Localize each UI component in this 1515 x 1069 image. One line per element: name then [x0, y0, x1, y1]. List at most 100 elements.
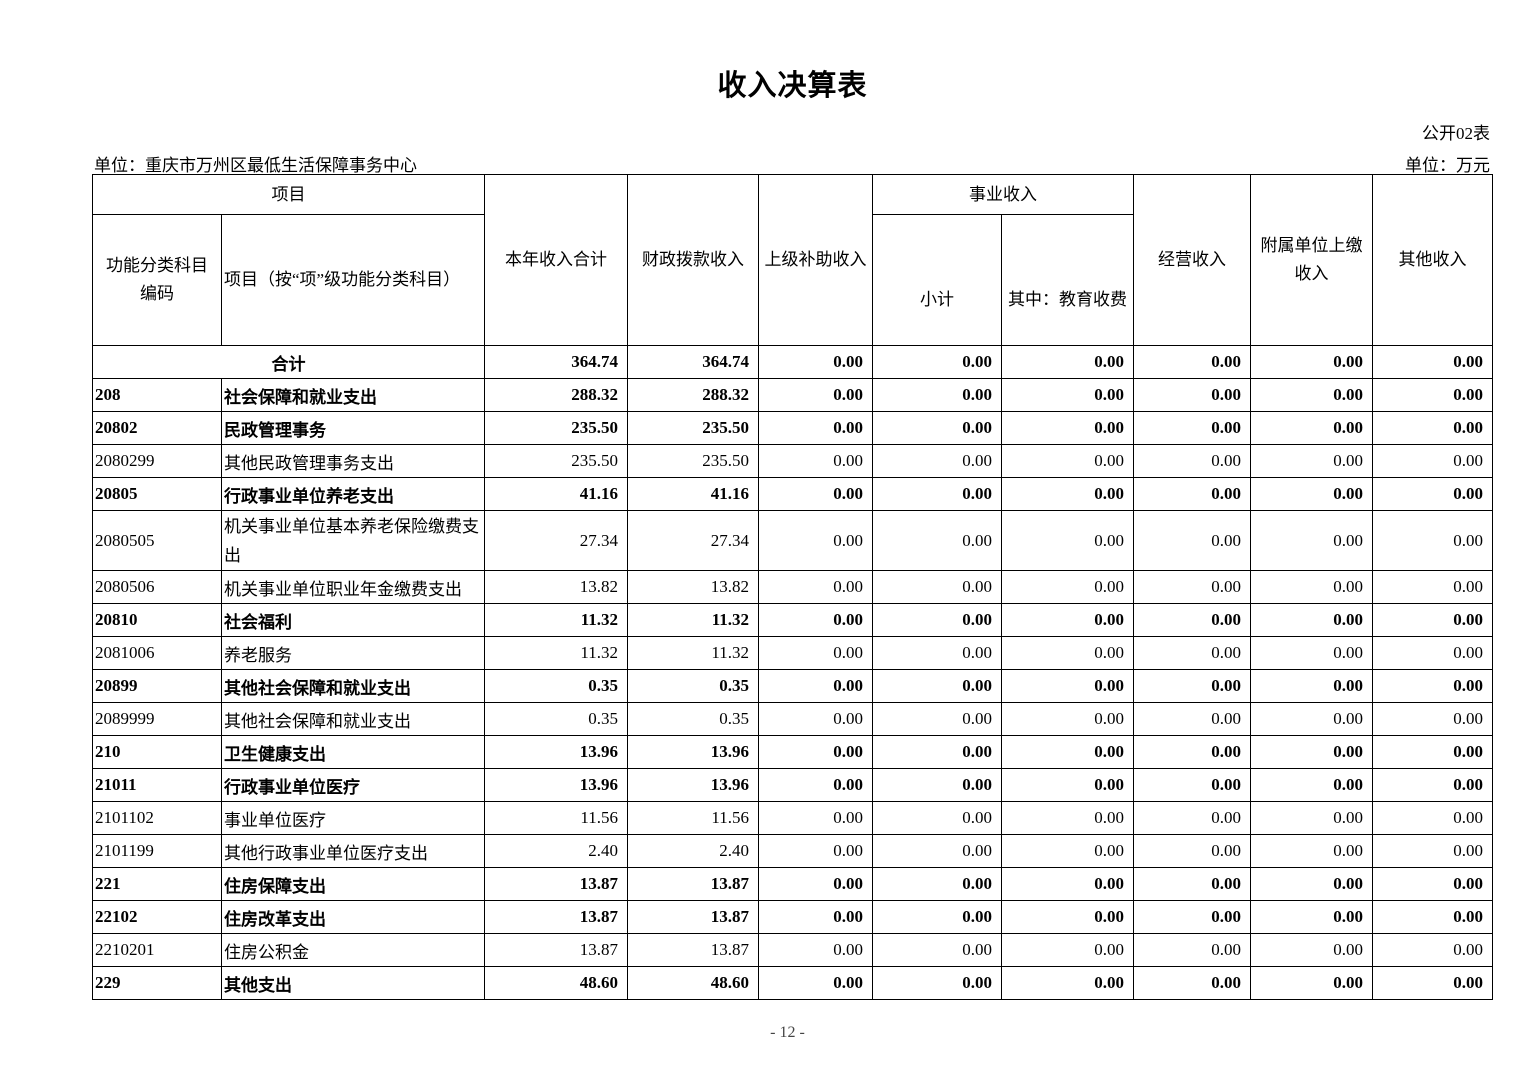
row-value: 235.50 — [627, 411, 759, 445]
row-code: 2080299 — [92, 444, 222, 478]
row-value: 0.00 — [1133, 636, 1251, 670]
row-value: 0.00 — [1372, 900, 1493, 934]
row-value: 0.00 — [1250, 444, 1373, 478]
row-value: 41.16 — [484, 477, 628, 511]
table-row: 2101199 其他行政事业单位医疗支出 2.40 2.40 0.00 0.00 0.00 0… — [92, 834, 1493, 868]
table-row: 2080505 机关事业单位基本养老保险缴费支出 27.34 27.34 0.00 0.0… — [92, 510, 1493, 571]
row-value: 0.00 — [1133, 801, 1251, 835]
row-value: 0.00 — [1372, 702, 1493, 736]
header-total-income: 本年收入合计 — [484, 174, 628, 346]
row-value: 0.00 — [1133, 933, 1251, 967]
row-value: 11.56 — [484, 801, 628, 835]
row-value: 0.00 — [758, 702, 873, 736]
row-value: 0.00 — [1001, 801, 1134, 835]
row-value: 0.00 — [758, 444, 873, 478]
row-code: 22102 — [92, 900, 222, 934]
row-value: 0.00 — [1001, 378, 1134, 412]
row-value: 0.00 — [1001, 444, 1134, 478]
row-value: 0.00 — [1250, 378, 1373, 412]
row-value: 0.00 — [1372, 477, 1493, 511]
row-value: 0.35 — [484, 702, 628, 736]
table-row: 208 社会保障和就业支出 288.32 288.32 0.00 0.00 0.00 0.00… — [92, 378, 1493, 412]
row-value: 0.00 — [1372, 867, 1493, 901]
row-value: 0.00 — [1133, 900, 1251, 934]
row-value: 48.60 — [484, 966, 628, 1000]
row-value: 0.00 — [872, 510, 1002, 571]
row-value: 0.00 — [1001, 834, 1134, 868]
header-superior-subsidy: 上级补助收入 — [758, 174, 873, 346]
header-affiliated: 附属单位上缴收入 — [1250, 174, 1373, 346]
row-name: 其他行政事业单位医疗支出 — [221, 834, 485, 868]
row-value: 13.96 — [484, 735, 628, 769]
row-value: 0.00 — [1250, 411, 1373, 445]
row-code: 2080505 — [92, 510, 222, 571]
row-value: 0.00 — [1372, 933, 1493, 967]
row-value: 13.82 — [627, 570, 759, 604]
row-value: 0.00 — [1001, 411, 1134, 445]
header-code: 功能分类科目编码 — [92, 214, 222, 346]
row-value: 0.00 — [1133, 444, 1251, 478]
row-code: 2101199 — [92, 834, 222, 868]
header-business-income: 事业收入 — [872, 174, 1134, 215]
total-value: 0.00 — [872, 345, 1002, 379]
row-name: 其他社会保障和就业支出 — [221, 702, 485, 736]
row-value: 0.00 — [872, 834, 1002, 868]
row-name: 卫生健康支出 — [221, 735, 485, 769]
row-value: 0.00 — [1001, 735, 1134, 769]
row-name: 住房改革支出 — [221, 900, 485, 934]
table-row: 20810 社会福利 11.32 11.32 0.00 0.00 0.00 0.00 0.00 0… — [92, 603, 1493, 637]
row-value: 13.87 — [484, 900, 628, 934]
row-value: 0.00 — [1250, 900, 1373, 934]
row-name: 行政事业单位医疗 — [221, 768, 485, 802]
row-code: 2089999 — [92, 702, 222, 736]
row-value: 0.00 — [872, 570, 1002, 604]
row-value: 0.00 — [1001, 477, 1134, 511]
row-value: 0.00 — [1001, 570, 1134, 604]
row-value: 0.00 — [1001, 636, 1134, 670]
row-value: 235.50 — [627, 444, 759, 478]
row-value: 11.32 — [627, 636, 759, 670]
row-value: 0.00 — [872, 735, 1002, 769]
row-value: 13.96 — [627, 768, 759, 802]
row-value: 11.32 — [484, 636, 628, 670]
row-value: 0.00 — [1250, 735, 1373, 769]
row-value: 0.00 — [1372, 669, 1493, 703]
table-row: 20899 其他社会保障和就业支出 0.35 0.35 0.00 0.00 0.00 0.00… — [92, 669, 1493, 703]
header-project: 项目 — [92, 174, 485, 215]
row-value: 0.00 — [1250, 570, 1373, 604]
row-name: 其他支出 — [221, 966, 485, 1000]
row-value: 235.50 — [484, 444, 628, 478]
row-value: 0.00 — [872, 966, 1002, 1000]
row-value: 11.32 — [627, 603, 759, 637]
row-value: 0.00 — [872, 933, 1002, 967]
income-table: 项目 本年收入合计 财政拨款收入 上级补助收入 事业收入 经营收入 附属单位上缴… — [92, 174, 1493, 1000]
header-subtotal: 小计 — [872, 214, 1002, 346]
row-value: 0.00 — [758, 900, 873, 934]
row-value: 0.00 — [1001, 603, 1134, 637]
form-number: 公开02表 — [1422, 124, 1490, 143]
row-value: 41.16 — [627, 477, 759, 511]
row-code: 20899 — [92, 669, 222, 703]
row-value: 0.00 — [872, 900, 1002, 934]
row-code: 229 — [92, 966, 222, 1000]
row-value: 0.00 — [872, 702, 1002, 736]
row-value: 0.00 — [1133, 768, 1251, 802]
row-code: 2210201 — [92, 933, 222, 967]
row-value: 0.00 — [872, 768, 1002, 802]
total-value: 0.00 — [758, 345, 873, 379]
row-value: 235.50 — [484, 411, 628, 445]
row-value: 0.00 — [1133, 669, 1251, 703]
table-row: 2080299 其他民政管理事务支出 235.50 235.50 0.00 0.00 0.0… — [92, 444, 1493, 478]
page-title: 收入决算表 — [717, 70, 868, 102]
row-name: 机关事业单位基本养老保险缴费支出 — [221, 510, 485, 571]
row-value: 0.00 — [1133, 570, 1251, 604]
row-name: 行政事业单位养老支出 — [221, 477, 485, 511]
row-value: 0.00 — [872, 636, 1002, 670]
row-value: 0.00 — [1001, 702, 1134, 736]
row-value: 0.00 — [758, 510, 873, 571]
row-value: 0.00 — [1133, 411, 1251, 445]
row-value: 0.00 — [1250, 966, 1373, 1000]
row-value: 13.87 — [627, 867, 759, 901]
row-code: 2081006 — [92, 636, 222, 670]
table-row: 221 住房保障支出 13.87 13.87 0.00 0.00 0.00 0.00 0.00 0… — [92, 867, 1493, 901]
